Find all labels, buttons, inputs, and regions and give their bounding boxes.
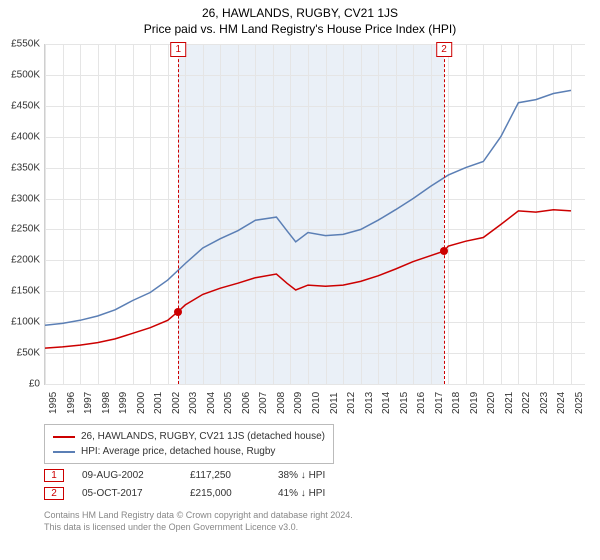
x-axis-label: 1997: [83, 392, 94, 414]
x-axis-label: 2003: [188, 392, 199, 414]
x-axis-label: 2022: [521, 392, 532, 414]
legend-row: 26, HAWLANDS, RUGBY, CV21 1JS (detached …: [53, 429, 325, 444]
marker-number: 2: [436, 42, 452, 57]
y-axis-label: £500K: [0, 69, 40, 80]
page-subtitle: Price paid vs. HM Land Registry's House …: [0, 20, 600, 40]
legend-swatch: [53, 451, 75, 453]
x-axis-label: 1999: [118, 392, 129, 414]
attribution-line1: Contains HM Land Registry data © Crown c…: [44, 510, 353, 522]
y-axis-label: £150K: [0, 286, 40, 297]
x-axis-label: 2011: [329, 392, 340, 414]
x-axis-label: 2000: [136, 392, 147, 414]
y-axis-label: £350K: [0, 162, 40, 173]
x-axis-label: 2024: [556, 392, 567, 414]
price-chart: 12: [44, 44, 585, 385]
x-axis-label: 2017: [434, 392, 445, 414]
transaction-price: £215,000: [190, 488, 260, 499]
x-axis-label: 2009: [293, 392, 304, 414]
transaction-pct: 41% ↓ HPI: [278, 488, 368, 499]
x-axis-label: 2013: [364, 392, 375, 414]
y-axis-label: £100K: [0, 317, 40, 328]
x-axis-label: 2018: [451, 392, 462, 414]
x-axis-label: 2002: [171, 392, 182, 414]
transaction-table: 1 09-AUG-2002 £117,250 38% ↓ HPI 2 05-OCT-201…: [44, 466, 368, 502]
y-axis-label: £450K: [0, 100, 40, 111]
legend-swatch: [53, 436, 75, 438]
x-axis-label: 2019: [469, 392, 480, 414]
x-axis-label: 2021: [504, 392, 515, 414]
x-axis-label: 2014: [381, 392, 392, 414]
x-axis-label: 2015: [399, 392, 410, 414]
marker-dot: [440, 247, 448, 255]
transaction-pct: 38% ↓ HPI: [278, 470, 368, 481]
x-axis-label: 2004: [206, 392, 217, 414]
x-axis-label: 1996: [66, 392, 77, 414]
x-axis-label: 2010: [311, 392, 322, 414]
legend-label: 26, HAWLANDS, RUGBY, CV21 1JS (detached …: [81, 429, 325, 444]
marker-number: 1: [170, 42, 186, 57]
x-axis-label: 2005: [223, 392, 234, 414]
y-axis-label: £250K: [0, 224, 40, 235]
transaction-row: 1 09-AUG-2002 £117,250 38% ↓ HPI: [44, 466, 368, 484]
marker-line: [444, 44, 445, 384]
attribution-line2: This data is licensed under the Open Gov…: [44, 522, 353, 534]
x-axis-label: 2012: [346, 392, 357, 414]
x-axis-label: 2008: [276, 392, 287, 414]
chart-lines: [45, 44, 585, 384]
y-axis-label: £50K: [0, 348, 40, 359]
transaction-date: 09-AUG-2002: [82, 470, 172, 481]
y-axis-label: £300K: [0, 193, 40, 204]
gridline-h: [45, 384, 585, 385]
y-axis-label: £0: [0, 379, 40, 390]
marker-dot: [174, 308, 182, 316]
y-axis-label: £200K: [0, 255, 40, 266]
legend: 26, HAWLANDS, RUGBY, CV21 1JS (detached …: [44, 424, 334, 464]
x-axis-label: 2001: [153, 392, 164, 414]
x-axis-label: 2016: [416, 392, 427, 414]
transaction-number: 1: [44, 469, 64, 482]
transaction-date: 05-OCT-2017: [82, 488, 172, 499]
attribution-text: Contains HM Land Registry data © Crown c…: [44, 510, 353, 533]
page-title: 26, HAWLANDS, RUGBY, CV21 1JS: [0, 0, 600, 20]
x-axis-label: 2007: [258, 392, 269, 414]
x-axis-label: 2006: [241, 392, 252, 414]
x-axis-label: 1998: [101, 392, 112, 414]
y-axis-label: £550K: [0, 39, 40, 50]
legend-row: HPI: Average price, detached house, Rugb…: [53, 444, 325, 459]
legend-label: HPI: Average price, detached house, Rugb…: [81, 444, 275, 459]
y-axis-label: £400K: [0, 131, 40, 142]
x-axis-label: 2025: [574, 392, 585, 414]
x-axis-label: 2020: [486, 392, 497, 414]
x-axis-label: 1995: [48, 392, 59, 414]
transaction-row: 2 05-OCT-2017 £215,000 41% ↓ HPI: [44, 484, 368, 502]
series-price_paid: [45, 210, 571, 348]
series-hpi: [45, 90, 571, 325]
transaction-price: £117,250: [190, 470, 260, 481]
transaction-number: 2: [44, 487, 64, 500]
x-axis-label: 2023: [539, 392, 550, 414]
marker-line: [178, 44, 179, 384]
